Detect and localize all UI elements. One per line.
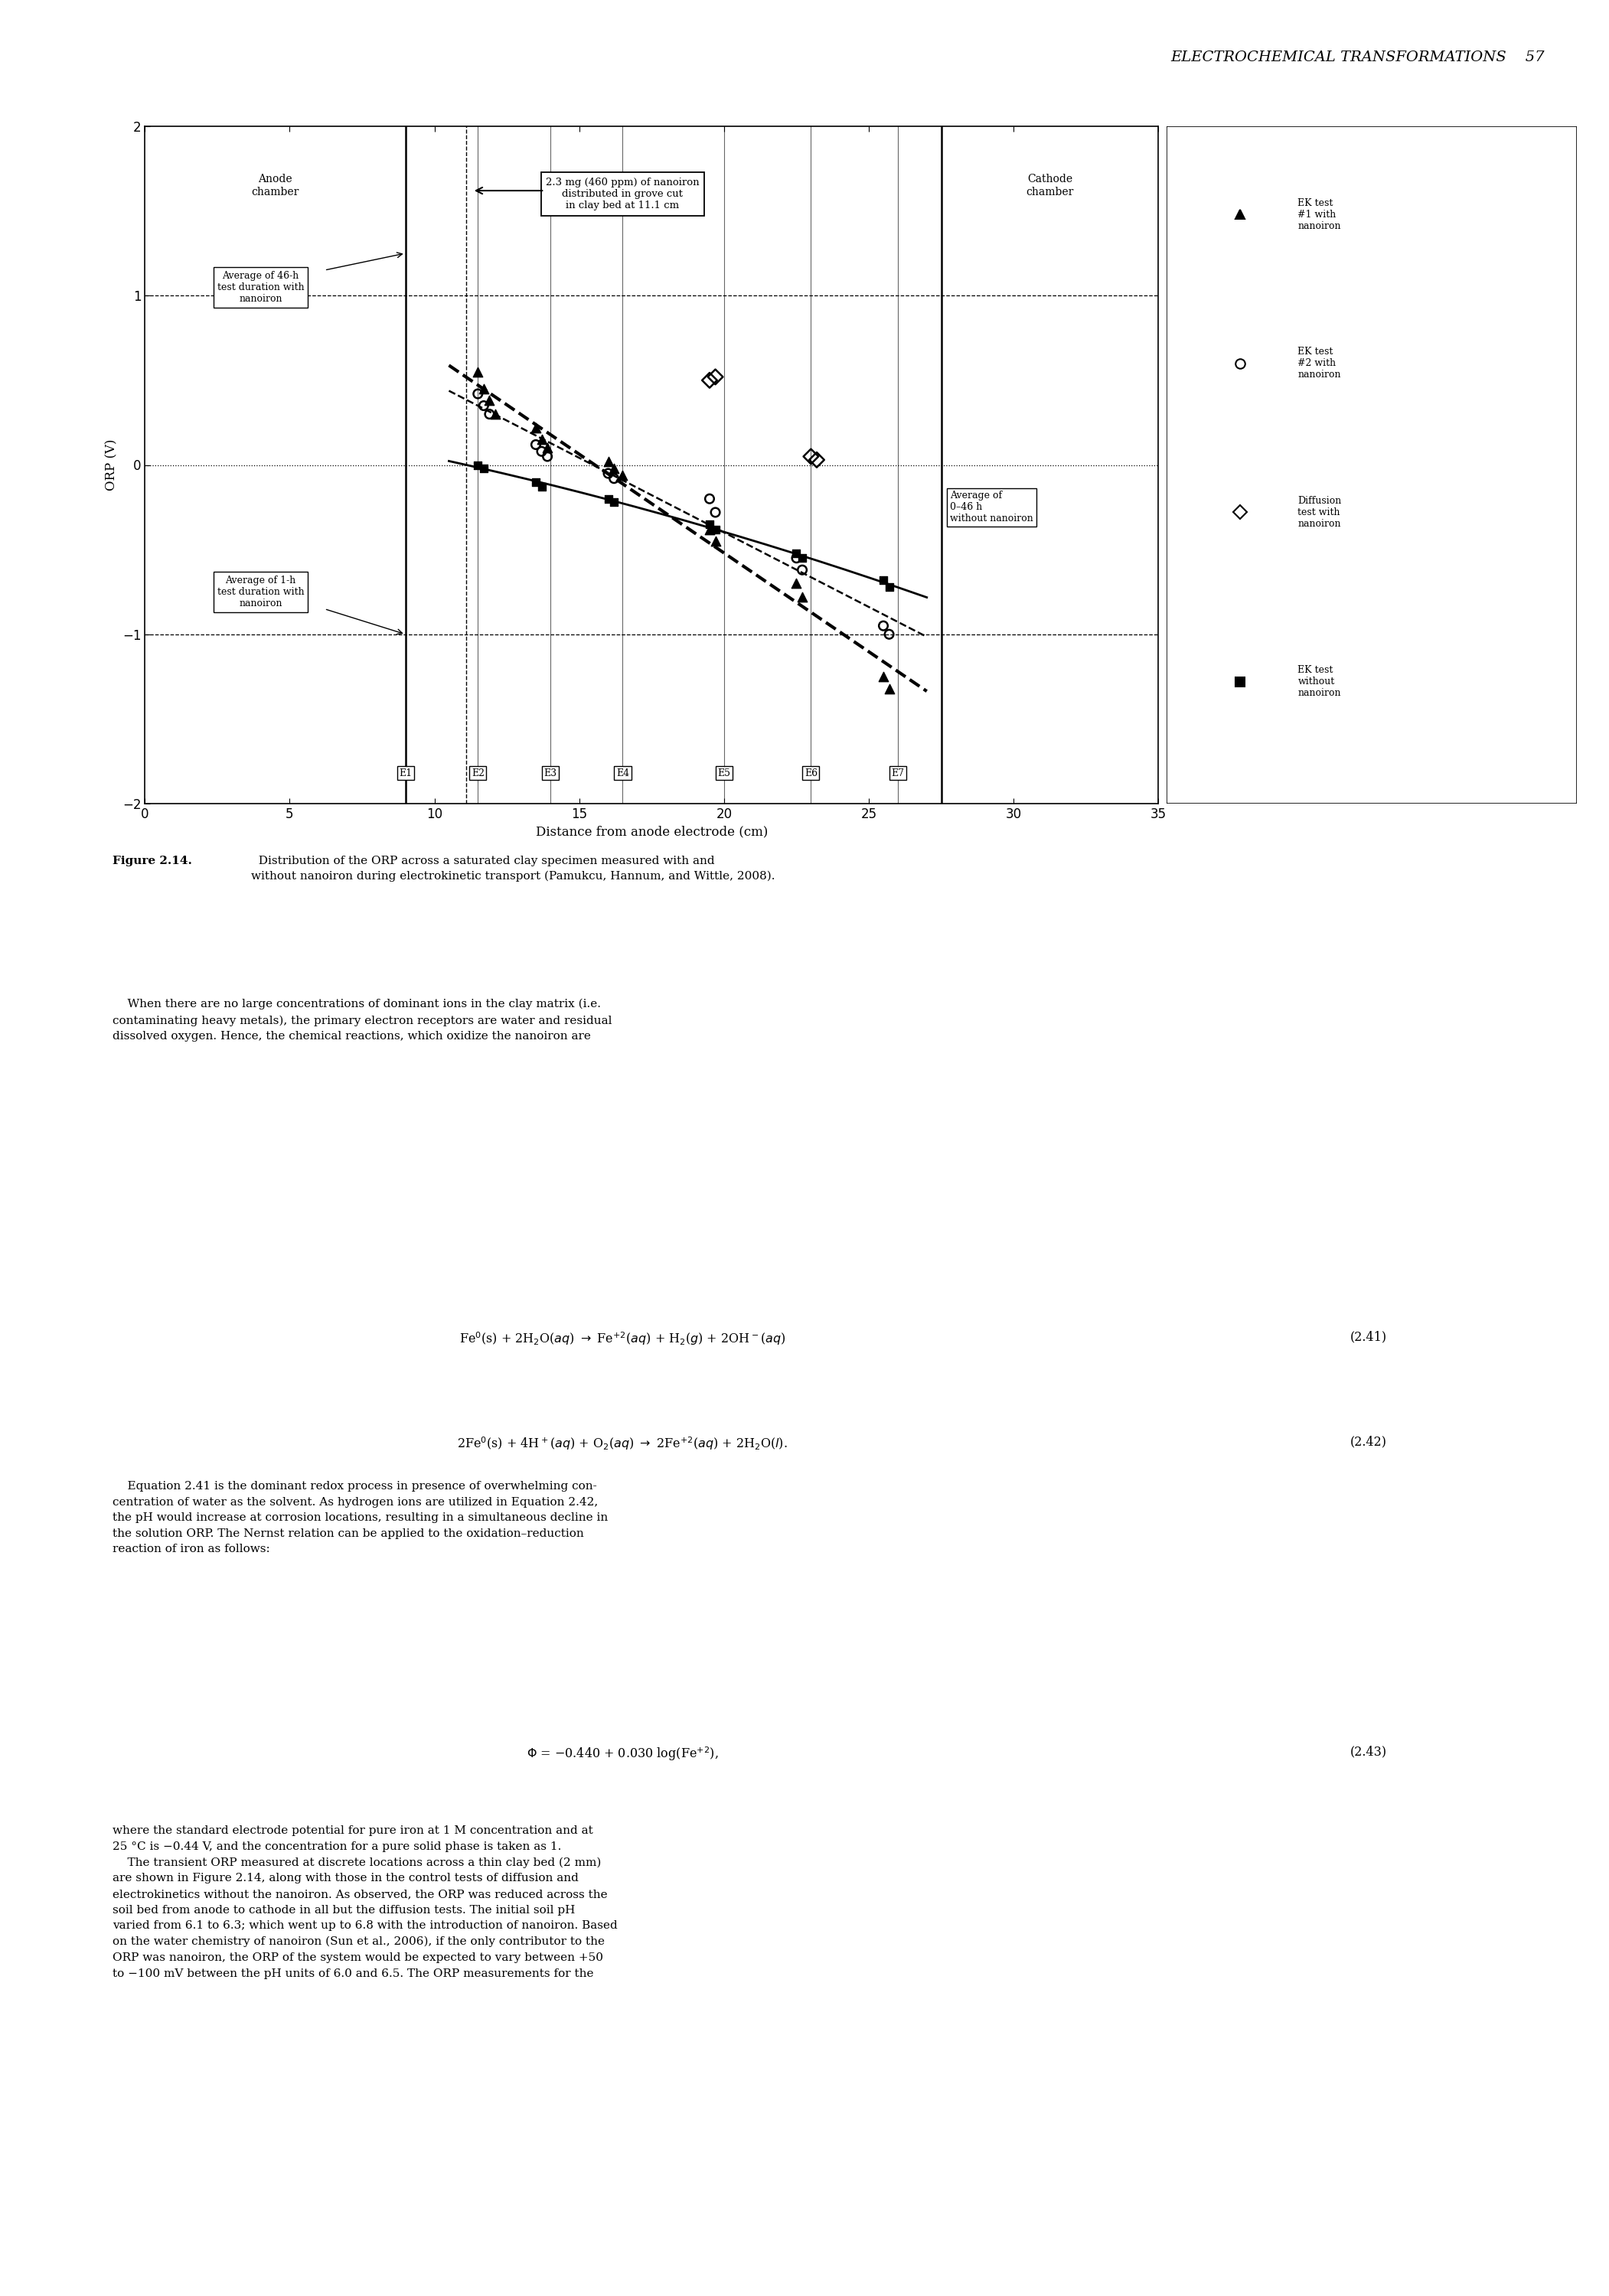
Point (471, 450, 497, 487)
Text: Diffusion
test with
nanoiron: Diffusion test with nanoiron (1298, 496, 1342, 528)
Point (595, 455, 621, 491)
Point (476, 395, 502, 432)
Point (602, 459, 628, 496)
Y-axis label: ORP (V): ORP (V) (105, 439, 117, 491)
Point (529, 468, 555, 505)
Point (697, 363, 722, 400)
Text: E3: E3 (544, 769, 557, 778)
Text: Figure 2.14.: Figure 2.14. (113, 856, 191, 866)
Text: Distribution of the ORP across a saturated clay specimen measured with and
witho: Distribution of the ORP across a saturat… (251, 856, 776, 882)
Point (523, 409, 549, 445)
Point (476, 381, 502, 418)
Point (523, 464, 549, 501)
Text: where the standard electrode potential for pure iron at 1 M concentration and at: where the standard electrode potential f… (113, 1825, 618, 1979)
Point (784, 565, 809, 602)
Text: Fe$^0$(s) + 2H$_2$O($aq$) $\rightarrow$ Fe$^{+2}$($aq$) + H$_2$($g$) + 2OH$^-$($: Fe$^0$(s) + 2H$_2$O($aq$) $\rightarrow$ … (459, 1329, 785, 1348)
Point (790, 551, 816, 588)
Text: When there are no large concentrations of dominant ions in the clay matrix (i.e.: When there are no large concentrations o… (113, 999, 611, 1042)
Text: EK test
#1 with
nanoiron: EK test #1 with nanoiron (1298, 197, 1340, 232)
Text: E1: E1 (399, 769, 412, 778)
Point (534, 439, 560, 475)
Point (697, 480, 722, 517)
Point (523, 427, 549, 464)
Point (877, 670, 903, 707)
Text: E5: E5 (718, 769, 730, 778)
Point (602, 484, 628, 521)
Point (790, 579, 816, 615)
Text: 2.3 mg (460 ppm) of nanoiron
distributed in grove cut
in clay bed at 11.1 cm: 2.3 mg (460 ppm) of nanoiron distributed… (545, 177, 700, 211)
Text: E6: E6 (804, 769, 817, 778)
Text: EK test
without
nanoiron: EK test without nanoiron (1298, 666, 1340, 698)
Point (697, 505, 722, 542)
Point (534, 429, 560, 466)
Point (877, 615, 903, 652)
Point (703, 494, 729, 530)
Point (798, 439, 824, 475)
Point (703, 523, 729, 560)
Text: $\Phi$ = $-$0.440 + 0.030 log(Fe$^{+2}$),: $\Phi$ = $-$0.440 + 0.030 log(Fe$^{+2}$)… (526, 1745, 718, 1763)
Point (703, 512, 729, 549)
Text: (2.41): (2.41) (1350, 1329, 1387, 1343)
Text: Average of
0–46 h
without nanoiron: Average of 0–46 h without nanoiron (949, 491, 1033, 523)
Point (870, 563, 896, 599)
Text: Equation 2.41 is the dominant redox process in presence of overwhelming con-
cen: Equation 2.41 is the dominant redox proc… (113, 1481, 608, 1554)
Point (483, 395, 508, 432)
Text: Average of 46-h
test duration with
nanoiron: Average of 46-h test duration with nanoi… (217, 271, 304, 303)
Point (595, 480, 621, 517)
Point (790, 540, 816, 576)
Text: E7: E7 (891, 769, 904, 778)
Point (465, 354, 491, 390)
Point (870, 608, 896, 645)
Point (877, 569, 903, 606)
Point (784, 540, 809, 576)
Point (465, 377, 491, 413)
Text: (2.43): (2.43) (1350, 1745, 1387, 1759)
Point (870, 659, 896, 696)
Text: Cathode
chamber: Cathode chamber (1027, 174, 1073, 197)
Point (595, 443, 621, 480)
Point (697, 512, 722, 549)
Point (804, 441, 830, 478)
Text: Average of 1-h
test duration with
nanoiron: Average of 1-h test duration with nanoir… (217, 576, 304, 608)
X-axis label: Distance from anode electrode (cm): Distance from anode electrode (cm) (536, 824, 767, 838)
Text: E2: E2 (471, 769, 484, 778)
Point (465, 445, 491, 484)
Point (529, 420, 555, 457)
Point (529, 434, 555, 471)
Point (471, 388, 497, 425)
Point (703, 358, 729, 395)
Text: E4: E4 (616, 769, 629, 778)
Text: 2Fe$^0$(s) + 4H$^+$($aq$) + O$_2$($aq$) $\rightarrow$ 2Fe$^{+2}$($aq$) + 2H$_2$O: 2Fe$^0$(s) + 4H$^+$($aq$) + O$_2$($aq$) … (457, 1435, 788, 1451)
Point (784, 535, 809, 572)
Text: (2.42): (2.42) (1350, 1435, 1387, 1449)
Text: ELECTROCHEMICAL TRANSFORMATIONS    57: ELECTROCHEMICAL TRANSFORMATIONS 57 (1171, 51, 1545, 64)
Point (610, 457, 636, 494)
Text: EK test
#2 with
nanoiron: EK test #2 with nanoiron (1298, 347, 1340, 379)
Point (471, 370, 497, 406)
Point (602, 450, 628, 487)
Text: Anode
chamber: Anode chamber (251, 174, 299, 197)
